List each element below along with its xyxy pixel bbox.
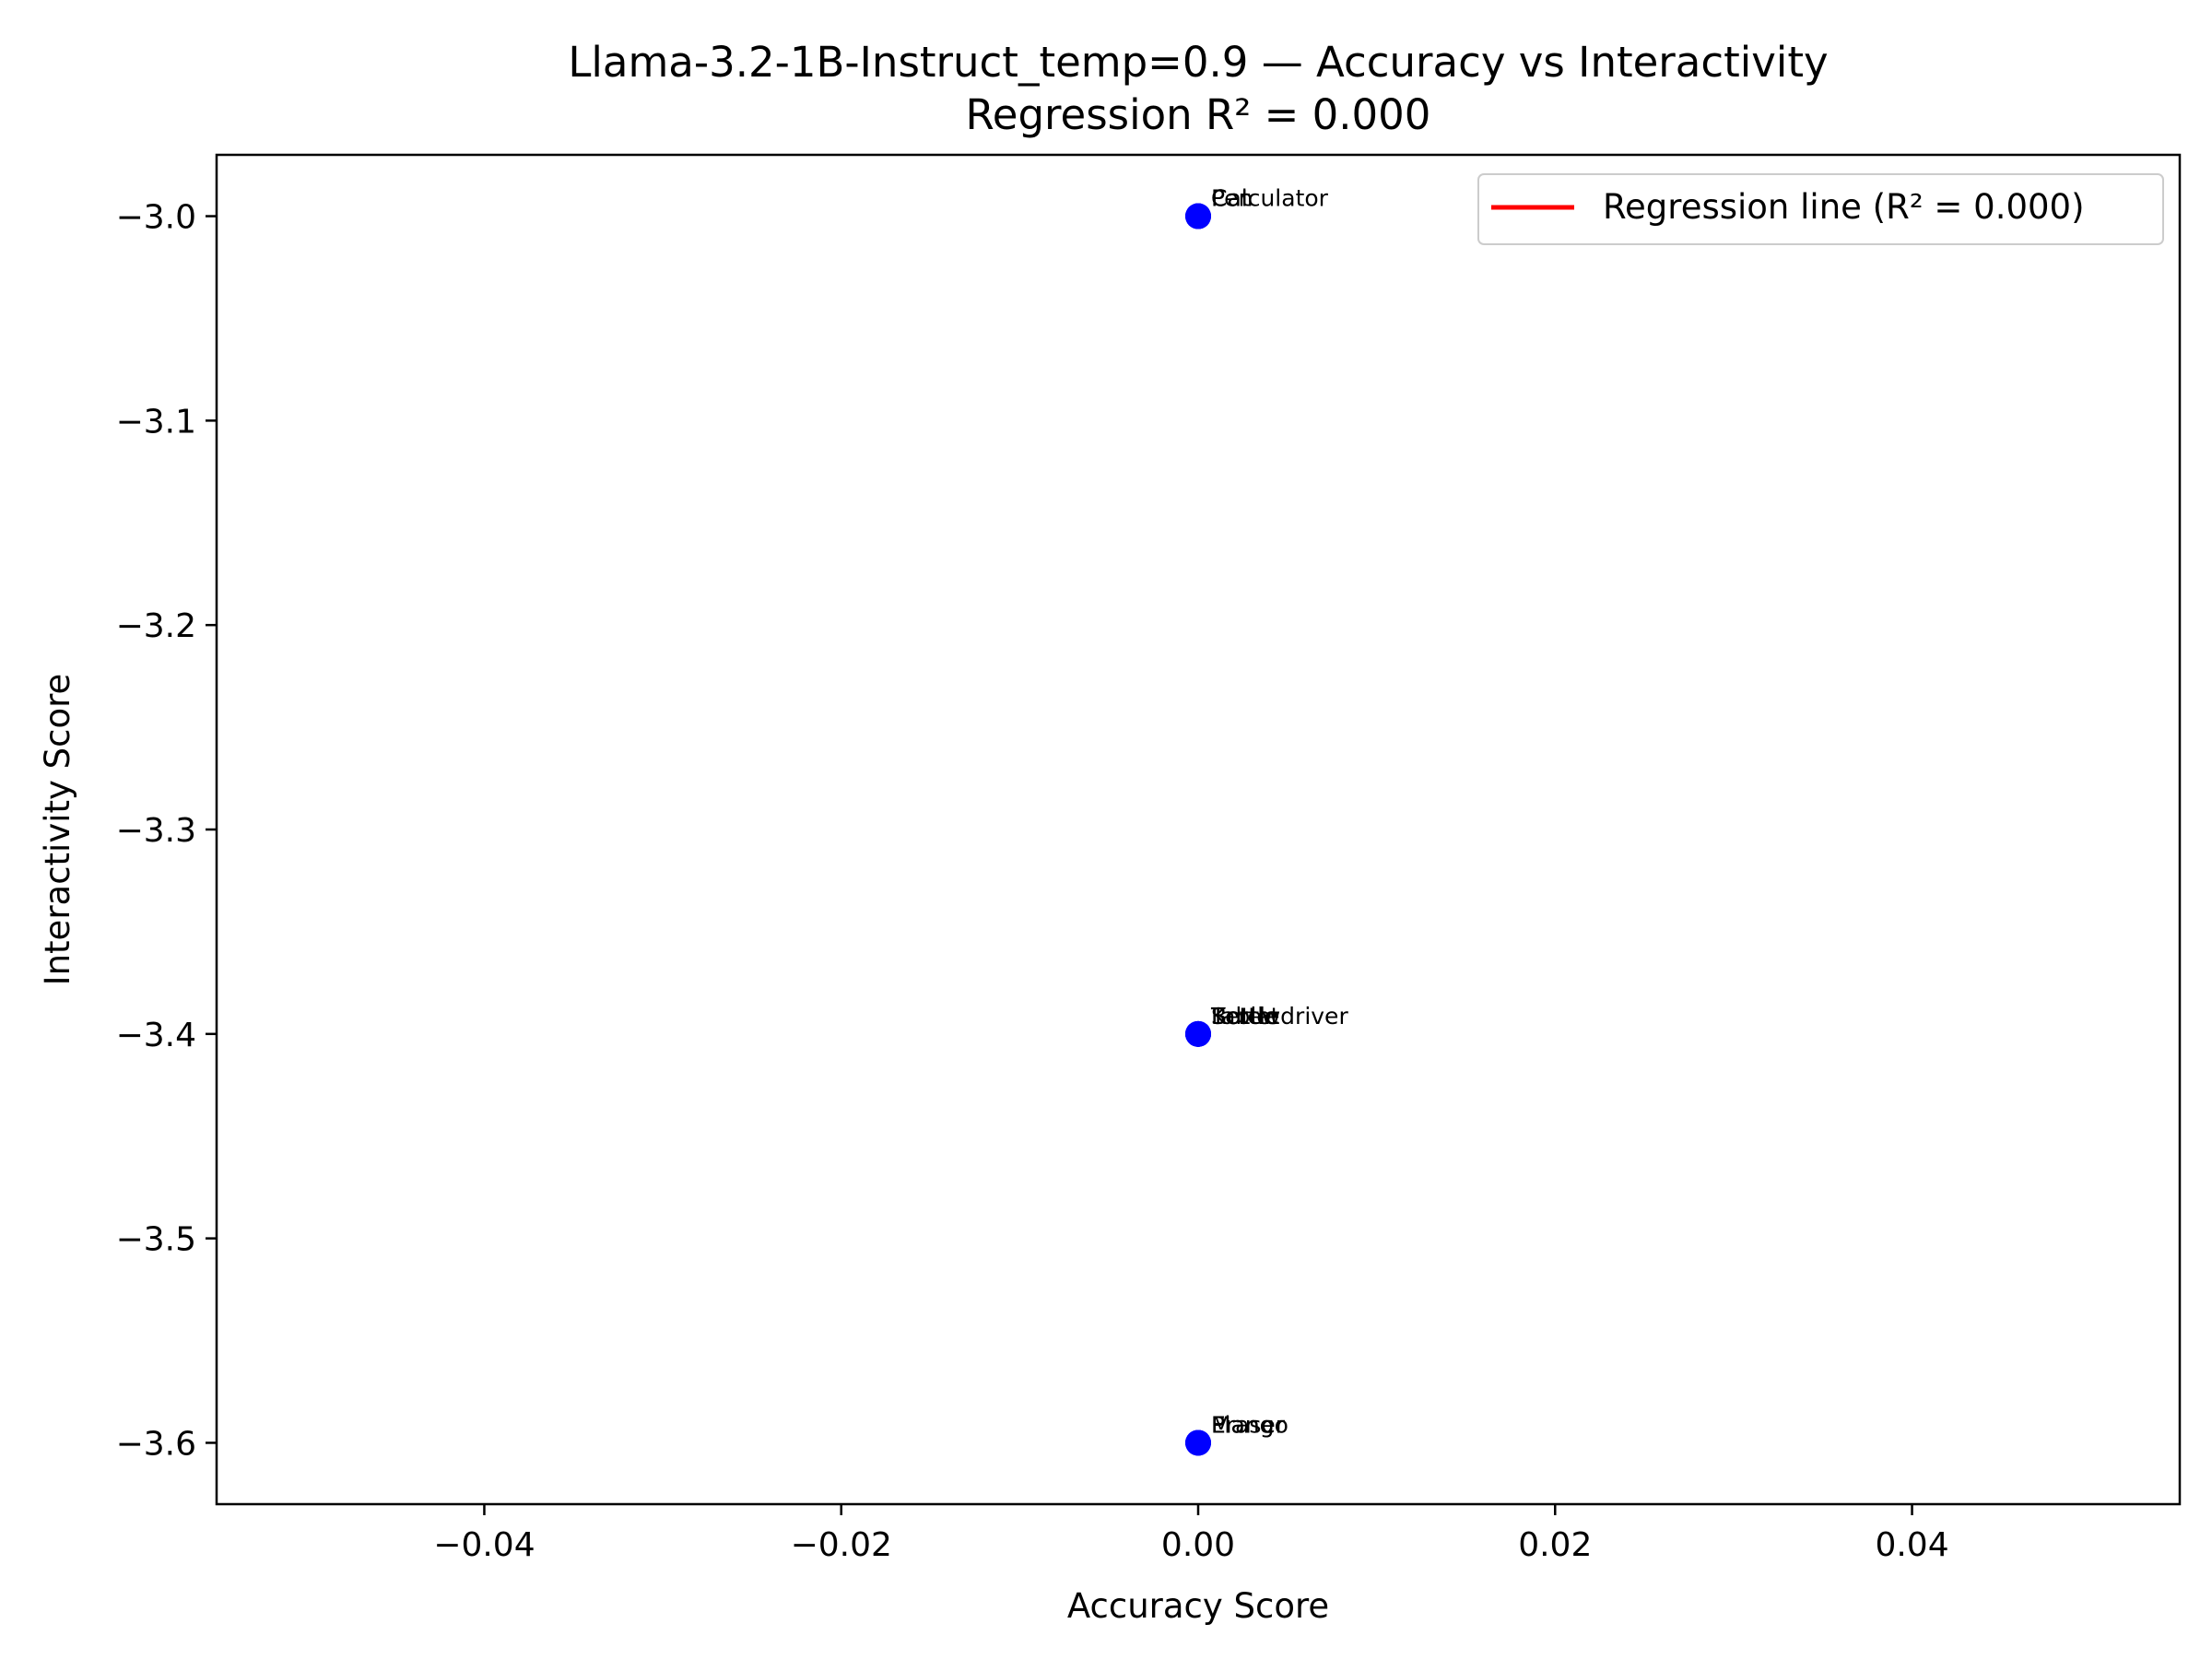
data-point-label: Mango xyxy=(1211,1411,1288,1438)
data-point-label: Piano xyxy=(1211,1411,1274,1438)
y-tick-label: −3.3 xyxy=(116,812,196,850)
y-tick-label: −3.5 xyxy=(116,1221,196,1259)
y-tick-label: −3.6 xyxy=(116,1425,196,1463)
data-point xyxy=(1185,1430,1211,1456)
x-tick-label: 0.00 xyxy=(1161,1526,1235,1564)
data-point-label: Kettle xyxy=(1211,1003,1277,1030)
data-point-label: Tablet xyxy=(1210,1003,1280,1030)
x-axis-ticks: −0.04 −0.02 0.00 0.02 0.04 xyxy=(433,1504,1949,1564)
legend: Regression line (R² = 0.000) xyxy=(1477,173,2164,245)
x-tick-label: −0.04 xyxy=(433,1526,535,1564)
y-tick-label: −3.1 xyxy=(116,403,196,441)
data-point-label: Calculator xyxy=(1211,185,1329,212)
x-tick-label: 0.04 xyxy=(1875,1526,1948,1564)
y-tick-label: −3.4 xyxy=(116,1017,196,1054)
legend-box xyxy=(1477,173,2164,245)
x-axis-label: Accuracy Score xyxy=(1067,1586,1329,1626)
x-tick-label: −0.02 xyxy=(791,1526,892,1564)
y-axis-label: Interactivity Score xyxy=(38,674,77,986)
chart-subtitle: Regression R² = 0.000 xyxy=(966,90,1431,139)
data-point xyxy=(1185,203,1211,229)
legend-label: Regression line (R² = 0.000) xyxy=(1603,187,2085,227)
data-point-label: Screwdriver xyxy=(1211,1003,1348,1030)
data-point-label: Bottle xyxy=(1211,1003,1279,1030)
points-layer xyxy=(1185,203,1211,1456)
chart-title: Llama-3.2-1B-Instruct_temp=0.9 — Accurac… xyxy=(568,38,1828,87)
y-tick-label: −3.2 xyxy=(116,607,196,645)
data-point xyxy=(1185,1020,1211,1047)
x-tick-label: 0.02 xyxy=(1518,1526,1592,1564)
data-point-label: Eraser xyxy=(1211,1411,1286,1438)
y-tick-label: −3.0 xyxy=(116,199,196,237)
data-point-label: Cat xyxy=(1211,185,1251,212)
y-axis-ticks: −3.0 −3.1 −3.2 −3.3 −3.4 −3.5 −3.6 xyxy=(116,199,217,1463)
data-point-label: Pen xyxy=(1211,185,1253,212)
